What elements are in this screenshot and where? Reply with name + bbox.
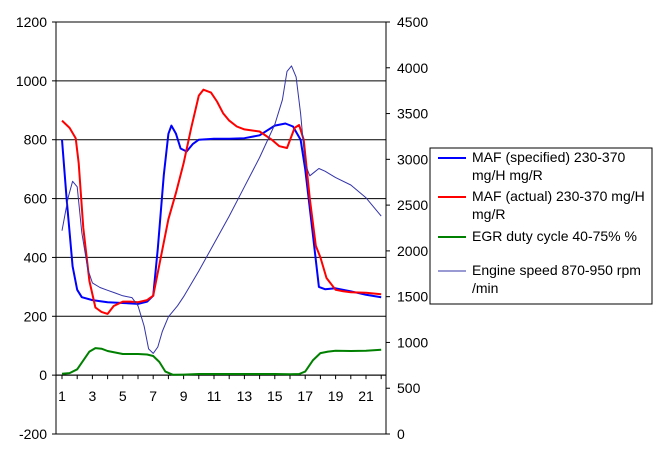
y-left-tick-label: 1200 xyxy=(16,14,47,30)
legend-box xyxy=(429,147,653,305)
y-right-tick-label: 1000 xyxy=(397,334,428,350)
y-right-tick-label: 3500 xyxy=(397,106,428,122)
x-tick-label: 21 xyxy=(358,388,374,404)
x-tick-label: 17 xyxy=(297,388,313,404)
x-tick-label: 7 xyxy=(149,388,157,404)
x-tick-label: 1 xyxy=(58,388,66,404)
x-tick-label: 9 xyxy=(180,388,188,404)
series-line-1 xyxy=(61,122,382,305)
y-right-tick-label: 2000 xyxy=(397,243,428,259)
x-tick-label: 3 xyxy=(89,388,97,404)
y-right-tick-label: 4500 xyxy=(397,14,428,30)
x-tick-label: 19 xyxy=(328,388,344,404)
legend-label-3: EGR duty cycle 40-75% % xyxy=(472,228,637,244)
x-tick-label: 15 xyxy=(267,388,283,404)
y-left-tick-label: 200 xyxy=(24,308,48,324)
legend-label-4: Engine speed 870-950 rpm/min xyxy=(472,262,641,296)
y-left-tick-label: 400 xyxy=(24,249,48,265)
y-left-tick-label: 800 xyxy=(24,132,48,148)
series-line-4 xyxy=(61,65,382,354)
grid-lines xyxy=(56,21,386,435)
series-line-2 xyxy=(61,88,382,315)
y-right-tick-label: 500 xyxy=(397,380,421,396)
y-left-tick-label: -200 xyxy=(19,426,47,442)
x-tick-label: 5 xyxy=(119,388,127,404)
legend-label-1: MAF (specified) 230-370 mg/H mg/R xyxy=(472,149,626,183)
y-left-tick-label: 600 xyxy=(24,191,48,207)
x-tick-label: 13 xyxy=(237,388,253,404)
y-left-tick-label: 1000 xyxy=(16,73,47,89)
tick-labels: -200 0 200 400 600 800 1000 1200 0 500 1000 1500 200… xyxy=(16,14,429,442)
y-right-tick-label: 0 xyxy=(397,426,405,442)
series-lines xyxy=(61,65,382,376)
axes xyxy=(52,21,390,435)
y-right-tick-label: 2500 xyxy=(397,197,428,213)
y-right-tick-label: 1500 xyxy=(397,289,428,305)
y-left-tick-label: 0 xyxy=(39,367,47,383)
legend-label-2: MAF (actual) 230-370 mg/H mg/R xyxy=(472,188,645,222)
y-right-tick-label: 3000 xyxy=(397,151,428,167)
legend: MAF (specified) 230-370 mg/H mg/R MAF (act… xyxy=(429,147,653,305)
series-line-3 xyxy=(61,347,382,376)
y-right-tick-label: 4000 xyxy=(397,60,428,76)
x-tick-label: 11 xyxy=(207,388,222,404)
